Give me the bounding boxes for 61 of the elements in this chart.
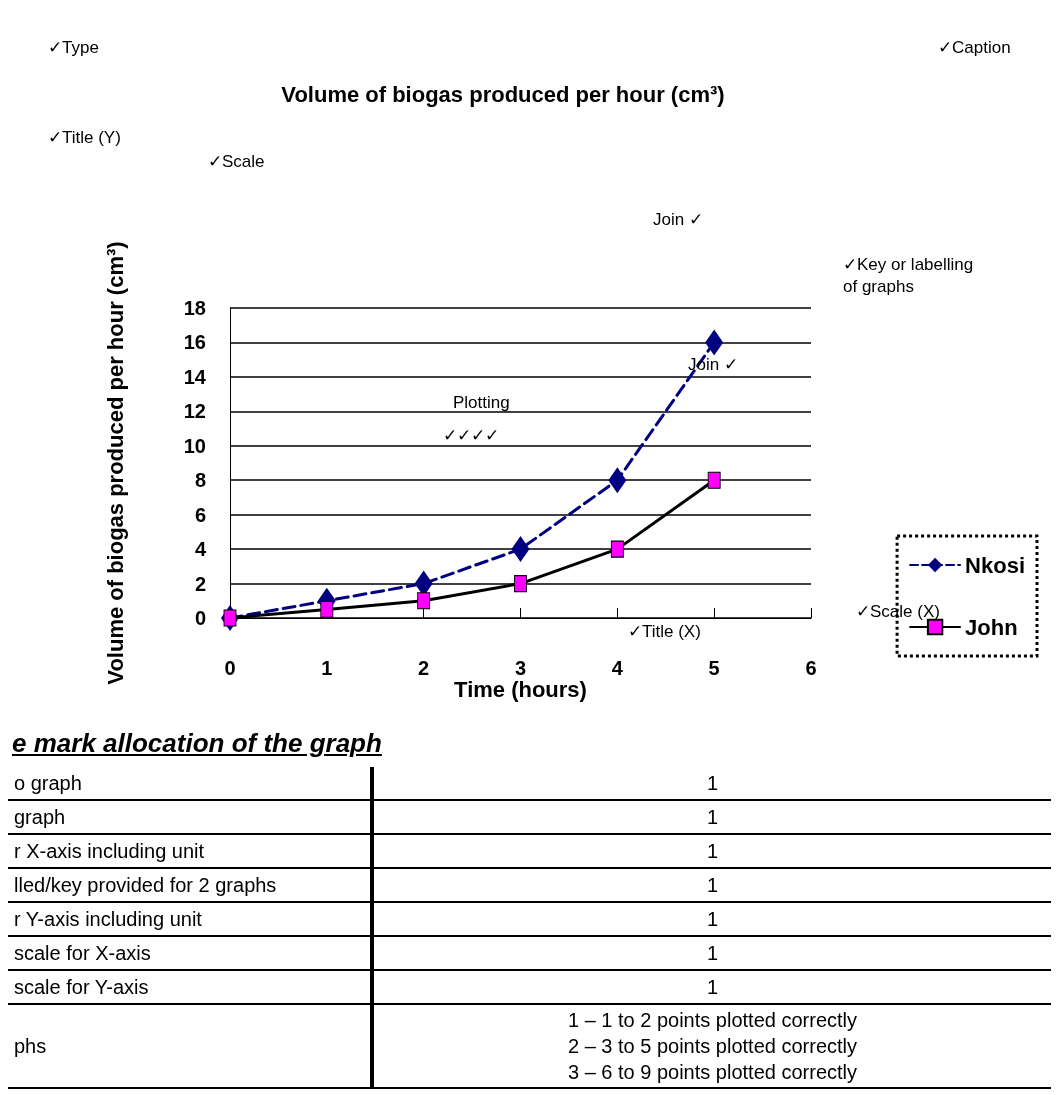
text: Join ✓	[653, 209, 703, 229]
text: ✓Scale	[208, 151, 265, 171]
text: o graph	[8, 767, 372, 800]
x-tick-label: 0	[224, 657, 236, 679]
point	[608, 467, 627, 494]
x-tick-label: 4	[611, 657, 624, 679]
point	[610, 540, 624, 558]
text: scale for Y-axis	[8, 970, 372, 1004]
text: 1	[372, 767, 1051, 800]
text: ✓Key or labelling of graphs	[843, 254, 974, 296]
y-tick-label: 16	[183, 331, 206, 354]
y-tick-label: 4	[194, 538, 207, 561]
y-tick-label: 10	[183, 434, 206, 457]
x-axis-title: Time (hours)	[454, 677, 587, 703]
point	[417, 592, 431, 610]
annotation: ✓✓✓✓	[443, 425, 499, 445]
x-tick-label: 2	[418, 657, 430, 679]
point	[514, 575, 527, 593]
text: 3 – 6 to 9 points plotted correctly	[566, 1060, 859, 1085]
text: ✓Scale (X)	[856, 601, 940, 621]
y-tick-label: 18	[183, 297, 206, 319]
text: ✓Title (X)	[628, 621, 701, 641]
text: 2 – 3 to 5 points plotted correctly	[566, 1034, 859, 1059]
x-tick-label: 1	[321, 657, 333, 679]
y-tick-label: 2	[194, 572, 206, 595]
x-tick-label: 3	[514, 657, 527, 679]
y-axis-title: Volume of biogas produced per hour (cm³)	[102, 241, 128, 685]
text: 1	[372, 800, 1051, 834]
point	[223, 609, 237, 627]
text: ✓Caption	[938, 37, 1011, 57]
text: 1	[372, 936, 1051, 970]
text: 1	[372, 834, 1051, 868]
text: e mark allocation of the graph	[11, 728, 383, 760]
y-tick-label: 8	[194, 469, 206, 492]
legend-label: Nkosi	[965, 552, 1026, 578]
text: 1	[372, 868, 1051, 902]
point	[707, 471, 721, 489]
text: graph	[8, 800, 372, 834]
text: ✓Type	[48, 37, 99, 57]
y-tick-label: 6	[194, 503, 206, 526]
text: r Y-axis including unit	[8, 902, 372, 936]
point	[705, 329, 724, 356]
y-tick-label: 12	[183, 400, 206, 423]
point	[511, 536, 530, 563]
point	[320, 600, 334, 618]
legend-label: John	[965, 614, 1018, 640]
chart-title: Volume of biogas produced per hour (cm³)	[281, 81, 725, 107]
x-tick-label: 6	[805, 657, 817, 679]
x-tick-label: 5	[708, 657, 720, 679]
annotation: Join ✓	[688, 354, 738, 374]
text: 1 – 1 to 2 points plotted correctly	[566, 1008, 859, 1033]
text: 1	[372, 902, 1051, 936]
text: lled/key provided for 2 graphs	[8, 868, 372, 902]
text: r X-axis including unit	[8, 834, 372, 868]
text: 1	[372, 970, 1051, 1004]
text: scale for X-axis	[8, 936, 372, 970]
text: phs	[8, 1004, 372, 1088]
annotation: Plotting	[453, 392, 510, 412]
y-tick-label: 14	[183, 365, 207, 388]
y-tick-label: 0	[194, 607, 206, 629]
text: ✓Title (Y)	[48, 127, 121, 147]
